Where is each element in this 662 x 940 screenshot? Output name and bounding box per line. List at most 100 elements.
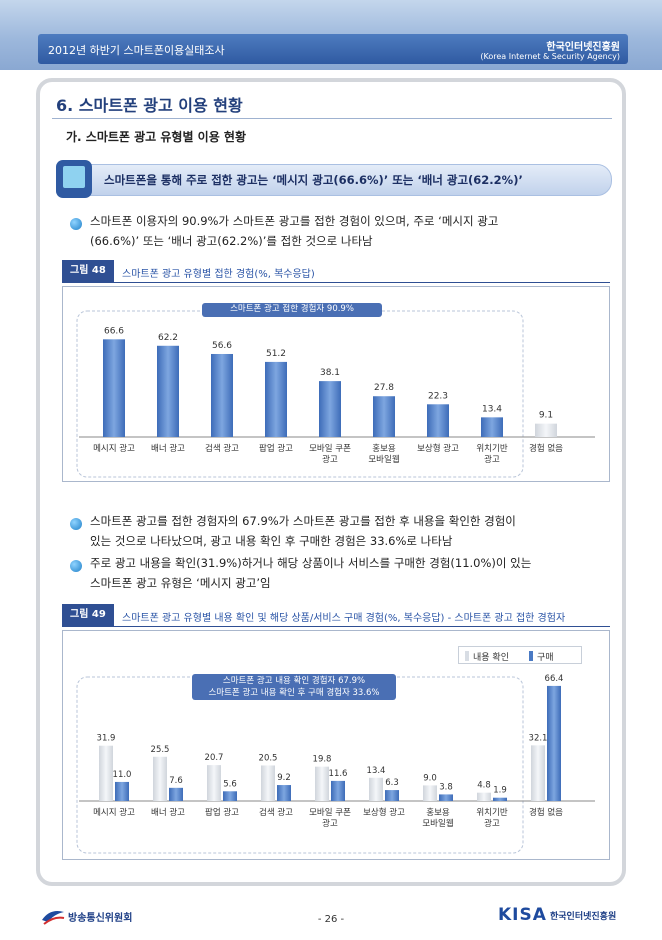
bar-buy-2	[169, 787, 183, 801]
data-label-view-8: 4.8	[477, 781, 491, 791]
legend-label-view: 내용 확인	[473, 653, 509, 663]
category-label-5: 모바일 쿠폰 광고	[309, 807, 351, 829]
category-label-6: 보상형 광고	[363, 807, 405, 818]
data-label-6: 27.8	[374, 383, 394, 393]
smartphone-screen	[63, 166, 85, 188]
kisa-logo: KISA	[498, 905, 547, 925]
header-bar	[38, 34, 628, 64]
data-label-view-5: 19.8	[313, 755, 332, 765]
category-label-3: 검색 광고	[205, 443, 239, 454]
page-number: - 26 -	[317, 914, 345, 925]
bar-view-2	[153, 756, 167, 801]
data-label-7: 22.3	[428, 391, 448, 401]
paragraph-2-line-2: 있는 것으로 나타났으며, 광고 내용 확인 후 구매한 경험은 33.6%로 …	[90, 534, 453, 548]
category-label-8: 위치기반 광고	[476, 807, 507, 829]
category-label-8: 위치기반 광고	[476, 443, 507, 465]
bar-buy-7	[439, 794, 453, 801]
data-label-view-7: 9.0	[423, 773, 437, 783]
section-divider	[52, 118, 612, 119]
data-label-3: 56.6	[212, 341, 232, 351]
category-label-9: 경험 없음	[529, 807, 563, 818]
kcc-logo-text: 방송통신위원회	[68, 913, 133, 924]
bar-view-4	[261, 765, 275, 801]
paragraph-3-line-2: 스마트폰 광고 유형은 ‘메시지 광고’임	[90, 576, 271, 590]
category-label-9: 경험 없음	[529, 443, 563, 454]
bar-view-7	[423, 785, 437, 801]
bar-view-6	[369, 777, 383, 801]
figure-49-note-line-2: 스마트폰 광고 내용 확인 후 구매 경험자 33.6%	[208, 688, 380, 698]
figure-48-label: 그림 48	[62, 260, 114, 282]
category-label-7: 홍보용 모바일웹	[422, 807, 453, 829]
bar-5	[319, 381, 341, 437]
figure-49-note: 스마트폰 광고 내용 확인 경험자 67.9% 스마트폰 광고 내용 확인 후 …	[192, 674, 396, 700]
data-label-5: 38.1	[320, 368, 340, 378]
paragraph-3-line-1: 주로 광고 내용을 확인(31.9%)하거나 해당 상품이나 서비스를 구매한 …	[90, 556, 532, 570]
data-label-buy-1: 11.0	[113, 770, 132, 780]
figure-48-chart: 66.6 메시지 광고 62.2 배너 광고 56.6 검색 광고 51.2 팝업 광고 38.…	[76, 310, 595, 478]
bullet-icon	[70, 218, 82, 230]
bar-buy-6	[385, 790, 399, 801]
figure-49-group-outline	[76, 676, 524, 854]
category-label-2: 배너 광고	[151, 807, 185, 818]
bar-view-8	[477, 792, 491, 801]
figure-49-legend: 내용 확인 구매	[458, 646, 582, 664]
data-label-view-4: 20.5	[259, 753, 278, 763]
bar-1	[103, 339, 125, 437]
bar-buy-5	[331, 780, 345, 801]
data-label-2: 62.2	[158, 333, 178, 343]
data-label-1: 66.6	[104, 326, 124, 336]
category-label-4: 검색 광고	[259, 807, 293, 818]
bullet-icon	[70, 560, 82, 572]
figure-49-rule	[62, 626, 610, 627]
paragraph-2-line-1: 스마트폰 광고를 접한 경험자의 67.9%가 스마트폰 광고를 접한 후 내용…	[90, 514, 516, 528]
bar-buy-8	[493, 797, 507, 801]
legend-swatch-view	[465, 651, 469, 661]
data-label-buy-5: 11.6	[329, 769, 348, 779]
bar-view-5	[315, 766, 329, 801]
bar-buy-3	[223, 791, 237, 801]
data-label-buy-7: 3.8	[439, 782, 453, 792]
data-label-view-2: 25.5	[151, 745, 170, 755]
data-label-view-3: 20.7	[205, 753, 224, 763]
data-label-view-1: 31.9	[97, 734, 116, 744]
paragraph-1-line-1: 스마트폰 이용자의 90.9%가 스마트폰 광고를 접한 경험이 있으며, 주로…	[90, 214, 499, 228]
paragraph-1-line-2: (66.6%)’ 또는 ‘배너 광고(62.2%)’를 접한 것으로 나타남	[90, 234, 373, 248]
category-label-5: 모바일 쿠폰 광고	[309, 443, 351, 465]
data-label-buy-4: 9.2	[277, 773, 291, 783]
section-title: 6. 스마트폰 광고 이용 현황	[56, 96, 243, 115]
report-title: 2012년 하반기 스마트폰이용실태조사	[48, 44, 225, 57]
kcc-logo-icon	[40, 906, 66, 926]
category-label-3: 팝업 광고	[205, 807, 239, 818]
bar-view-1	[99, 745, 113, 801]
figure-49-chart: 31.9 11.0 메시지 광고 25.5 7.6 배너 광고 20.7 5.6 팝업 광고 20…	[76, 674, 595, 854]
data-label-buy-6: 6.3	[385, 778, 399, 788]
kisa-logo-sub: 한국인터넷진흥원	[550, 912, 617, 922]
bar-buy-9	[547, 685, 561, 801]
bar-buy-4	[277, 785, 291, 801]
figure-48-rule	[62, 282, 610, 283]
data-label-view-6: 13.4	[367, 766, 386, 776]
category-label-4: 팝업 광고	[259, 443, 293, 454]
bar-9	[535, 423, 557, 437]
figure-49-label: 그림 49	[62, 604, 114, 626]
bar-7	[427, 404, 449, 437]
data-label-buy-2: 7.6	[169, 776, 183, 786]
bar-buy-1	[115, 781, 129, 801]
bar-4	[265, 361, 287, 437]
category-label-6: 홍보용 모바일웹	[368, 443, 399, 465]
org-name-en: (Korea Internet & Security Agency)	[480, 52, 620, 61]
data-label-4: 51.2	[266, 349, 286, 359]
data-label-8: 13.4	[482, 404, 502, 414]
figure-49-chart-box: 31.9 11.0 메시지 광고 25.5 7.6 배너 광고 20.7 5.6 팝업 광고 20…	[62, 630, 610, 860]
category-label-2: 배너 광고	[151, 443, 185, 454]
data-label-9: 9.1	[539, 411, 553, 421]
bar-view-3	[207, 765, 221, 801]
category-label-7: 보상형 광고	[417, 443, 459, 454]
org-name: 한국인터넷진흥원	[546, 42, 620, 53]
bar-2	[157, 345, 179, 437]
subsection-title: 가. 스마트폰 광고 유형별 이용 현황	[66, 130, 247, 144]
data-label-buy-8: 1.9	[493, 786, 507, 796]
data-label-buy-3: 5.6	[223, 779, 237, 789]
data-label-view-9: 32.1	[529, 733, 548, 743]
figure-48-note: 스마트폰 광고 접한 경험자 90.9%	[202, 303, 382, 317]
